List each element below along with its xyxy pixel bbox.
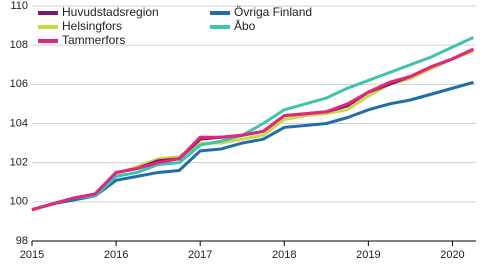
legend-label: Huvudstadsregion [62, 5, 159, 19]
data-line [31, 47, 475, 212]
y-tick-label: 100 [10, 196, 28, 208]
legend-label: Helsingfors [62, 19, 122, 33]
x-tick-label: 2017 [188, 249, 212, 261]
y-tick-label: 104 [10, 117, 28, 129]
x-tick-label: 2015 [20, 249, 44, 261]
legend-label: Övriga Finland [234, 5, 312, 19]
data-line [31, 35, 475, 212]
legend-label: Tammerfors [62, 33, 125, 47]
x-tick-label: 2018 [272, 249, 296, 261]
y-tick-label: 110 [10, 0, 28, 12]
y-tick-label: 102 [10, 157, 28, 169]
y-tick-label: 108 [10, 39, 28, 51]
legend-label: Åbo [234, 18, 256, 33]
y-tick-label: 106 [10, 78, 28, 90]
x-tick-label: 2020 [440, 249, 464, 261]
y-tick-label: 98 [16, 235, 28, 247]
x-tick-label: 2016 [104, 249, 128, 261]
x-tick-label: 2019 [356, 249, 380, 261]
